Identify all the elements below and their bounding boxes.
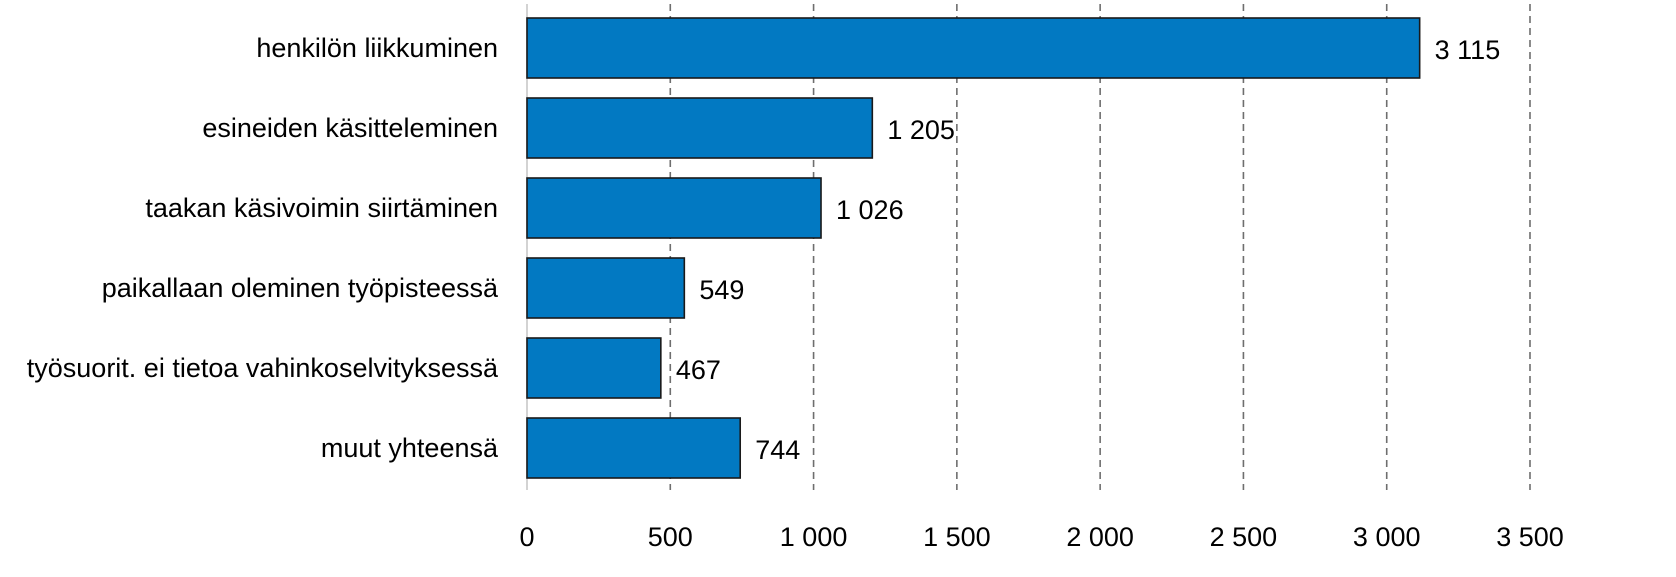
x-tick-label-3500: 3 500 [1496, 522, 1564, 552]
x-tick-label-500: 500 [648, 522, 693, 552]
category-label-2: esineiden käsitteleminen [202, 113, 498, 143]
bar-6 [526, 417, 742, 479]
data-label-2: 1 205 [887, 115, 955, 145]
bar-2 [526, 97, 874, 159]
category-labels: henkilön liikkuminen esineiden käsittelem… [27, 33, 499, 463]
x-tick-label-2500: 2 500 [1210, 522, 1278, 552]
bars [526, 17, 1421, 479]
bar-3 [526, 177, 822, 239]
data-label-4: 549 [699, 275, 744, 305]
category-label-4: paikallaan oleminen työpisteessä [102, 273, 499, 303]
x-tick-label-1000: 1 000 [780, 522, 848, 552]
category-label-1: henkilön liikkuminen [256, 33, 498, 63]
x-tick-label-3000: 3 000 [1353, 522, 1421, 552]
x-tick-label-2000: 2 000 [1066, 522, 1134, 552]
x-axis-tick-labels: 0 500 1 000 1 500 2 000 2 500 3 000 3 500 [519, 522, 1563, 552]
data-label-5: 467 [676, 355, 721, 385]
x-tick-label-0: 0 [519, 522, 534, 552]
bar-5 [526, 337, 662, 399]
x-tick-label-1500: 1 500 [923, 522, 991, 552]
data-label-6: 744 [755, 435, 800, 465]
bar-1 [526, 17, 1421, 79]
bar-4 [526, 257, 686, 319]
data-label-3: 1 026 [836, 195, 904, 225]
data-labels: 3 115 1 205 1 026 549 467 744 [676, 35, 1500, 465]
category-label-6: muut yhteensä [321, 433, 499, 463]
category-label-3: taakan käsivoimin siirtäminen [145, 193, 498, 223]
category-label-5: työsuorit. ei tietoa vahinkoselvityksess… [27, 353, 499, 383]
data-label-1: 3 115 [1435, 35, 1501, 65]
grid-lines [526, 4, 1531, 490]
